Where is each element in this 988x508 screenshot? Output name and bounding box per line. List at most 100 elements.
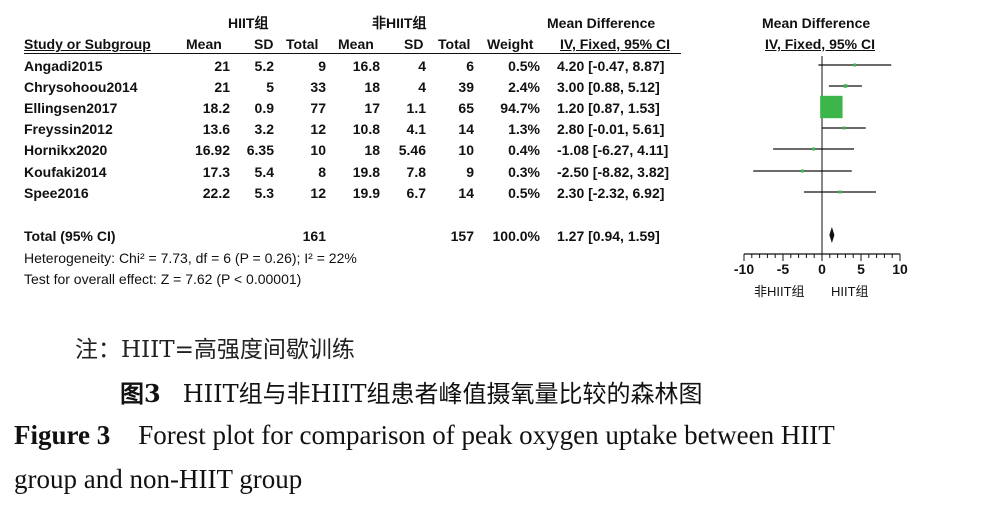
weight: 94.7% bbox=[500, 100, 540, 116]
header-mean-non-hiit: Mean bbox=[338, 36, 374, 52]
study-name: Hornikx2020 bbox=[24, 142, 108, 158]
total-hiit: 8 bbox=[318, 164, 326, 180]
mean-hiit: 21 bbox=[214, 79, 230, 95]
study-name: Spee2016 bbox=[24, 185, 89, 201]
mean-hiit: 18.2 bbox=[202, 100, 230, 116]
sd-hiit: 0.9 bbox=[254, 100, 274, 116]
mean-non-hiit: 18 bbox=[364, 142, 380, 158]
weight: 2.4% bbox=[508, 79, 540, 95]
mean-hiit: 22.2 bbox=[202, 185, 230, 201]
total-ci-text: 1.27 [0.94, 1.59] bbox=[557, 228, 660, 244]
effect-square bbox=[820, 95, 843, 119]
effect-square bbox=[842, 126, 846, 130]
effect-square bbox=[843, 84, 848, 88]
mean-non-hiit: 17 bbox=[364, 100, 380, 116]
sd-non-hiit: 6.7 bbox=[406, 185, 426, 201]
mean-hiit: 13.6 bbox=[202, 121, 230, 137]
mean-non-hiit: 16.8 bbox=[352, 58, 380, 74]
header-study: Study or Subgroup bbox=[24, 36, 151, 52]
header-total-hiit: Total bbox=[286, 36, 319, 52]
total-n-non-hiit: 157 bbox=[450, 228, 474, 244]
sd-hiit: 5 bbox=[266, 79, 274, 95]
favours-left-label: 非HIIT组 bbox=[754, 284, 805, 299]
sd-non-hiit: 1.1 bbox=[406, 100, 426, 116]
ci-text: 4.20 [-0.47, 8.87] bbox=[557, 58, 665, 74]
header-mean-difference-plot: Mean Difference bbox=[762, 15, 871, 31]
sd-hiit: 5.3 bbox=[254, 185, 274, 201]
mean-non-hiit: 19.8 bbox=[352, 164, 380, 180]
mean-hiit: 16.92 bbox=[194, 142, 230, 158]
header-ci: IV, Fixed, 95% CI bbox=[560, 36, 670, 52]
header-mean-difference: Mean Difference bbox=[547, 15, 656, 31]
tick-label: -5 bbox=[777, 261, 790, 277]
heterogeneity-text: Heterogeneity: Chi² = 7.73, df = 6 (P = … bbox=[24, 250, 357, 266]
mean-hiit: 21 bbox=[214, 58, 230, 74]
sd-non-hiit: 5.46 bbox=[398, 142, 426, 158]
mean-non-hiit: 18 bbox=[364, 79, 380, 95]
total-non-hiit: 14 bbox=[458, 185, 474, 201]
header-rule bbox=[24, 53, 681, 54]
ci-text: 2.30 [-2.32, 6.92] bbox=[557, 185, 665, 201]
total-n-hiit: 161 bbox=[302, 228, 326, 244]
effect-square bbox=[812, 147, 816, 151]
ci-text: -2.50 [-8.82, 3.82] bbox=[557, 164, 670, 180]
caption-zh-title: HIIT组与非HIIT组患者峰值摄氧量比较的森林图 bbox=[182, 380, 703, 408]
total-non-hiit: 39 bbox=[458, 79, 474, 95]
header-mean-hiit: Mean bbox=[186, 36, 222, 52]
total-hiit: 77 bbox=[310, 100, 326, 116]
header-sd-non-hiit: SD bbox=[404, 36, 424, 52]
sd-non-hiit: 4 bbox=[418, 79, 426, 95]
study-name: Ellingsen2017 bbox=[24, 100, 118, 116]
total-non-hiit: 14 bbox=[458, 121, 474, 137]
total-non-hiit: 6 bbox=[466, 58, 474, 74]
total-weight: 100.0% bbox=[492, 228, 540, 244]
overall-diamond bbox=[829, 227, 835, 243]
total-hiit: 12 bbox=[310, 185, 326, 201]
sd-non-hiit: 4.1 bbox=[406, 121, 426, 137]
sd-hiit: 5.4 bbox=[254, 164, 274, 180]
weight: 0.5% bbox=[508, 185, 540, 201]
mean-non-hiit: 19.9 bbox=[352, 185, 380, 201]
total-hiit: 10 bbox=[310, 142, 326, 158]
tick-label: -10 bbox=[734, 261, 754, 277]
sd-hiit: 3.2 bbox=[254, 121, 274, 137]
header-ci-plot: IV, Fixed, 95% CI bbox=[765, 36, 875, 52]
ci-text: 1.20 [0.87, 1.53] bbox=[557, 100, 660, 116]
total-hiit: 12 bbox=[310, 121, 326, 137]
sd-non-hiit: 7.8 bbox=[406, 164, 426, 180]
study-name: Freyssin2012 bbox=[24, 121, 113, 137]
weight: 0.5% bbox=[508, 58, 540, 74]
figure-note: 注：HIIT=高强度间歇训练 bbox=[75, 337, 355, 363]
caption-en-label: Figure 3 bbox=[14, 420, 111, 450]
tick-label: 0 bbox=[818, 261, 826, 277]
tick-label: 5 bbox=[857, 261, 865, 277]
caption-en-title: Forest plot for comparison of peak oxyge… bbox=[138, 420, 835, 450]
ci-text: 3.00 [0.88, 5.12] bbox=[557, 79, 660, 95]
mean-hiit: 17.3 bbox=[202, 164, 230, 180]
effect-square bbox=[853, 63, 857, 67]
tick-label: 10 bbox=[892, 261, 908, 277]
favours-right-label: HIIT组 bbox=[831, 284, 869, 299]
total-non-hiit: 65 bbox=[458, 100, 474, 116]
total-label: Total (95% CI) bbox=[24, 228, 116, 244]
weight: 0.4% bbox=[508, 142, 540, 158]
sd-non-hiit: 4 bbox=[418, 58, 426, 74]
header-total-non-hiit: Total bbox=[438, 36, 471, 52]
mean-non-hiit: 10.8 bbox=[352, 121, 380, 137]
effect-square bbox=[838, 190, 842, 194]
forest-plot: -10 -5 0 5 10 bbox=[734, 56, 908, 277]
caption-en-line1: Figure 3 Forest plot for comparison of pe… bbox=[14, 420, 835, 451]
header-sd-hiit: SD bbox=[254, 36, 274, 52]
ci-text: -1.08 [-6.27, 4.11] bbox=[557, 142, 669, 158]
study-name: Koufaki2014 bbox=[24, 164, 107, 180]
study-name: Chrysohoou2014 bbox=[24, 79, 138, 95]
overall-effect-text: Test for overall effect: Z = 7.62 (P < 0… bbox=[24, 271, 302, 287]
group-header-non-hiit: 非HIIT组 bbox=[372, 15, 427, 31]
total-hiit: 9 bbox=[318, 58, 326, 74]
caption-en-line2: group and non-HIIT group bbox=[14, 464, 303, 494]
ci-text: 2.80 [-0.01, 5.61] bbox=[557, 121, 665, 137]
weight: 0.3% bbox=[508, 164, 540, 180]
weight: 1.3% bbox=[508, 121, 540, 137]
group-header-hiit: HIIT组 bbox=[228, 15, 269, 31]
